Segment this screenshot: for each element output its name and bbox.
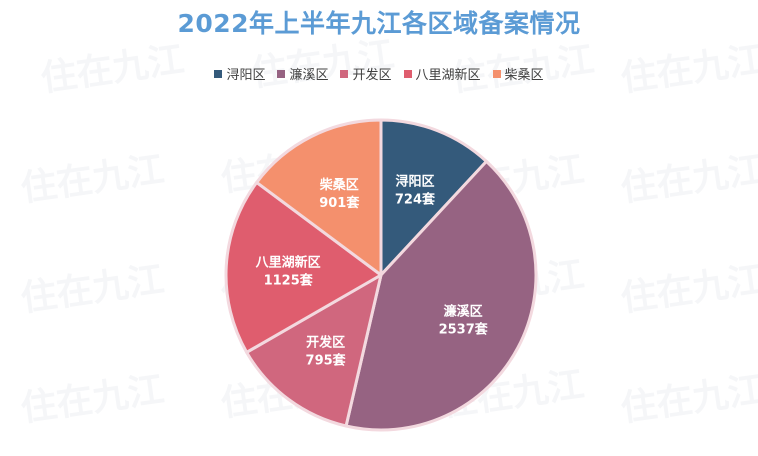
pie-slice [224, 180, 383, 354]
legend-label: 浔阳区 [226, 68, 266, 83]
legend-item: 浔阳区 [214, 64, 265, 83]
legend-swatch [492, 69, 501, 78]
pie-slice [255, 118, 383, 277]
legend-swatch [214, 69, 223, 78]
slice-name-label: 柴桑区 [319, 177, 359, 193]
legend-label: 开发区 [352, 68, 392, 83]
slice-value-label: 795套 [306, 353, 347, 369]
legend-swatch [403, 69, 412, 78]
slice-value-label: 2537套 [439, 322, 489, 338]
chart-title: 2022年上半年九江各区域备案情况 [177, 9, 581, 38]
pie-slice [344, 159, 538, 432]
slice-name-label: 浔阳区 [395, 173, 434, 189]
pie-slice [245, 273, 383, 428]
slice-name-label: 八里湖新区 [255, 255, 321, 271]
slice-value-label: 1125套 [264, 273, 314, 289]
legend-item: 柴桑区 [492, 64, 544, 83]
chart-legend: 浔阳区 濂溪区 开发区 八里湖新区 柴桑区 [0, 64, 758, 83]
legend-item: 开发区 [340, 64, 392, 83]
legend-label: 八里湖新区 [415, 68, 481, 83]
slice-value-label: 724套 [395, 191, 436, 207]
legend-label: 柴桑区 [504, 68, 544, 83]
slice-value-label: 901套 [319, 195, 360, 211]
legend-item: 濂溪区 [277, 64, 328, 83]
legend-label: 濂溪区 [289, 68, 329, 83]
legend-item: 八里湖新区 [403, 64, 481, 83]
legend-swatch [340, 69, 349, 78]
legend-swatch [277, 69, 286, 78]
slice-name-label: 开发区 [306, 335, 345, 351]
pie-slice [379, 118, 488, 277]
slice-name-label: 濂溪区 [444, 304, 483, 320]
